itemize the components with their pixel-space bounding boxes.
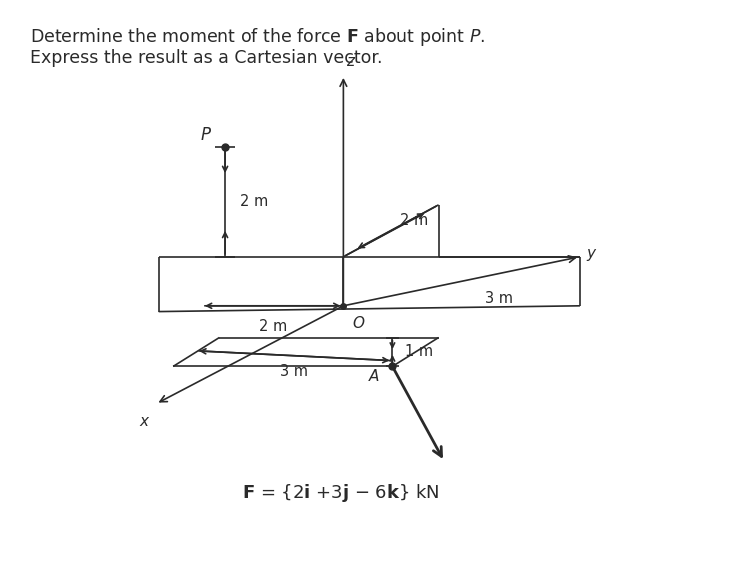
Text: 2 m: 2 m xyxy=(259,319,287,334)
Text: $P$: $P$ xyxy=(200,126,212,144)
Text: 3 m: 3 m xyxy=(485,291,513,306)
Text: $A$: $A$ xyxy=(367,368,380,384)
Text: 1 m: 1 m xyxy=(405,344,433,359)
Text: 2 m: 2 m xyxy=(240,194,268,209)
Text: $\mathbf{F}$ = {2$\mathbf{i}$ +3$\mathbf{j}$ $-$ 6$\mathbf{k}$} kN: $\mathbf{F}$ = {2$\mathbf{i}$ +3$\mathbf… xyxy=(243,482,440,504)
Text: 3 m: 3 m xyxy=(280,364,308,379)
Text: 2 m: 2 m xyxy=(400,213,428,228)
Text: $z$: $z$ xyxy=(346,54,357,69)
Text: $x$: $x$ xyxy=(138,414,150,429)
Text: Express the result as a Cartesian vector.: Express the result as a Cartesian vector… xyxy=(30,49,383,67)
Text: O: O xyxy=(352,316,364,331)
Text: $y$: $y$ xyxy=(586,247,597,263)
Text: Determine the moment of the force $\mathbf{F}$ about point $\mathit{P}$.: Determine the moment of the force $\math… xyxy=(30,26,485,48)
